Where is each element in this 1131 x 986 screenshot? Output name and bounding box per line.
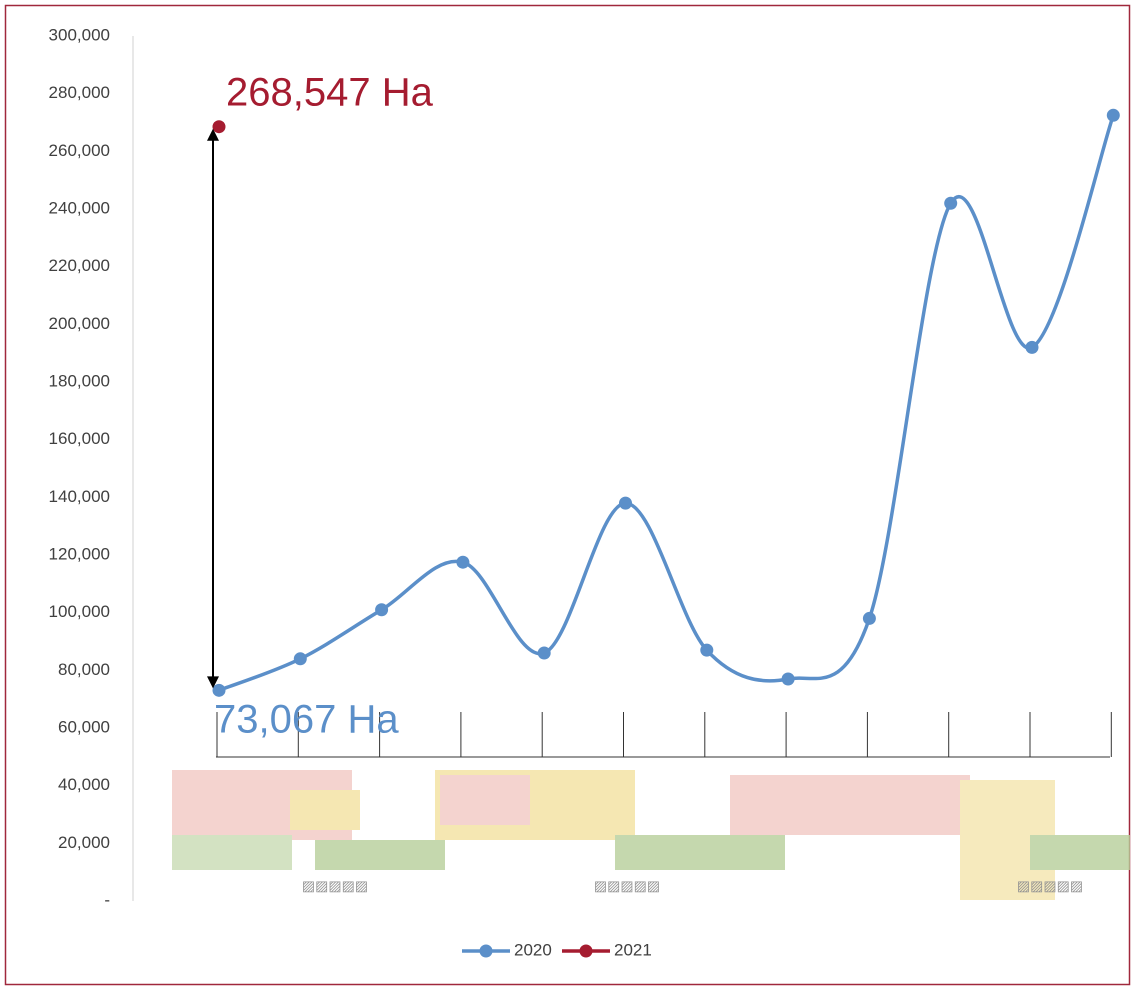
data-point: [537, 646, 551, 660]
legend-marker: [579, 944, 593, 958]
legend-label: 2021: [614, 940, 652, 959]
arrow-head: [207, 128, 219, 141]
y-tick-label: 200,000: [49, 314, 110, 333]
legend-label: 2020: [514, 940, 552, 959]
y-tick-label: 40,000: [58, 775, 110, 794]
data-point: [375, 603, 389, 617]
annotation: 73,067 Ha: [214, 698, 399, 742]
y-tick-label: 260,000: [49, 141, 110, 160]
legend-marker: [479, 944, 493, 958]
data-point: [293, 652, 307, 666]
data-point: [212, 120, 226, 134]
y-tick-label: 140,000: [49, 487, 110, 506]
y-tick-label: 120,000: [49, 544, 110, 563]
data-point: [619, 496, 632, 510]
svg-text:▨▨▨▨▨: ▨▨▨▨▨: [302, 878, 368, 894]
data-point: [781, 672, 795, 686]
y-tick-label: 60,000: [58, 717, 110, 736]
annotation: 268,547 Ha: [226, 71, 434, 115]
data-point: [700, 643, 714, 657]
data-point: [1025, 340, 1039, 354]
data-point: [862, 611, 876, 625]
data-point: [212, 683, 226, 697]
y-tick-label: 240,000: [49, 198, 110, 217]
y-tick-label: 80,000: [58, 660, 110, 679]
svg-text:▨▨▨▨▨: ▨▨▨▨▨: [1017, 878, 1083, 894]
y-tick-label: 220,000: [49, 256, 110, 275]
data-point: [456, 555, 470, 569]
y-tick-label: 180,000: [49, 371, 110, 390]
y-tick-label: 160,000: [49, 429, 110, 448]
y-tick-label: 280,000: [49, 83, 110, 102]
locust-decoration: ▨▨▨▨▨ ▨▨▨▨▨ ▨▨▨▨▨: [172, 770, 1130, 900]
svg-text:▨▨▨▨▨: ▨▨▨▨▨: [594, 878, 660, 894]
y-tick-label: 20,000: [58, 833, 110, 852]
y-tick-label: 300,000: [49, 25, 110, 44]
arrow-head: [207, 676, 219, 689]
y-tick-label: 100,000: [49, 602, 110, 621]
y-tick-label: -: [104, 890, 110, 909]
data-point: [1106, 108, 1120, 122]
data-point: [944, 196, 958, 210]
